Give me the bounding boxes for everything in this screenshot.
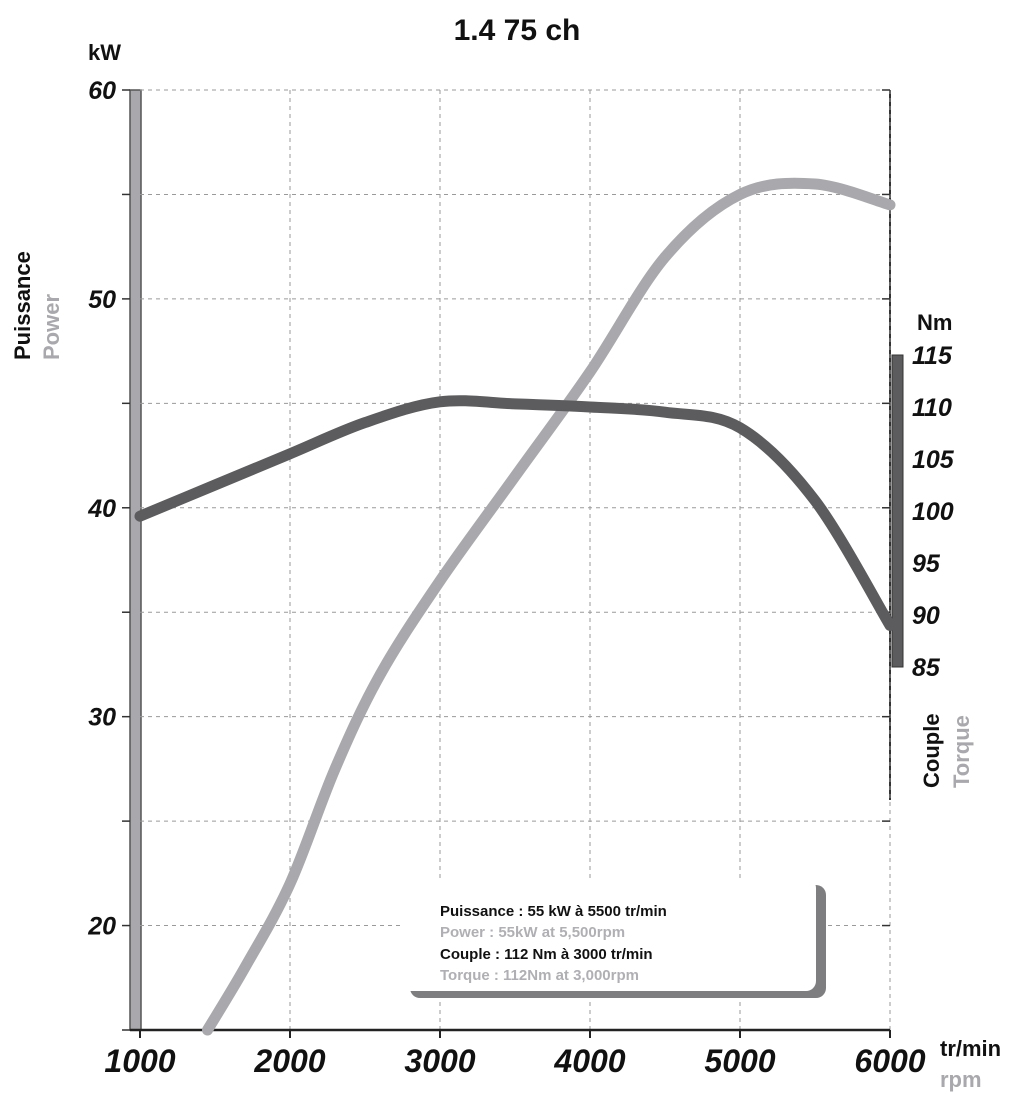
x-axis-label-en: rpm — [940, 1067, 982, 1092]
x-axis-tick-label: 5000 — [704, 1043, 775, 1079]
legend-panel — [400, 878, 816, 991]
legend-torque-fr: Couple : 112 Nm à 3000 tr/min — [440, 946, 653, 963]
x-axis-tick-label: 2000 — [253, 1043, 325, 1079]
left-axis-label-en: Power — [39, 294, 64, 360]
right-axis-label-en: Torque — [949, 715, 974, 788]
left-axis-tick-label: 50 — [88, 286, 116, 314]
series-layer — [134, 177, 896, 1036]
right-axis-tick-label: 90 — [912, 602, 940, 630]
left-axis-bar — [129, 89, 142, 1031]
right-axis-tick-label: 100 — [912, 498, 954, 526]
right-axis-tick-label: 110 — [912, 394, 952, 422]
right-axis-tick-label: 115 — [912, 342, 953, 370]
left-axis-tick-label: 20 — [87, 913, 116, 941]
left-axis-tick-label: 60 — [88, 77, 116, 105]
x-axis-tick-label: 3000 — [404, 1043, 475, 1079]
right-axis-tick-label: 105 — [912, 446, 955, 474]
series-line-power — [202, 177, 896, 1036]
left-axis-unit: kW — [88, 40, 121, 65]
right-axis-tick-label: 95 — [912, 550, 941, 578]
left-axis-tick-label: 40 — [87, 495, 116, 523]
ticks-layer: 60 50 40 30 20 115 110 105 100 95 90 85 1000 2000 3000… — [87, 77, 955, 1079]
legend-box: Puissance : 55 kW à 5500 tr/min Power : … — [400, 878, 826, 998]
right-axis-tick-label: 85 — [912, 654, 941, 682]
x-axis-label-fr: tr/min — [940, 1036, 1001, 1061]
right-axis-bar — [891, 354, 904, 668]
chart-title: 1.4 75 ch — [454, 14, 581, 47]
left-axis-label-fr: Puissance — [10, 251, 35, 360]
series-line-torque — [134, 395, 896, 631]
x-axis-tick-label: 4000 — [553, 1043, 625, 1079]
legend-power-fr: Puissance : 55 kW à 5500 tr/min — [440, 903, 667, 920]
legend-power-en: Power : 55kW at 5,500rpm — [440, 924, 625, 941]
legend-torque-en: Torque : 112Nm at 3,000rpm — [440, 967, 639, 984]
left-axis-tick-label: 30 — [88, 704, 116, 732]
x-axis-tick-label: 6000 — [854, 1043, 925, 1079]
right-axis-unit: Nm — [917, 310, 952, 335]
right-axis-label-fr: Couple — [919, 713, 944, 788]
x-axis-tick-label: 1000 — [104, 1043, 175, 1079]
